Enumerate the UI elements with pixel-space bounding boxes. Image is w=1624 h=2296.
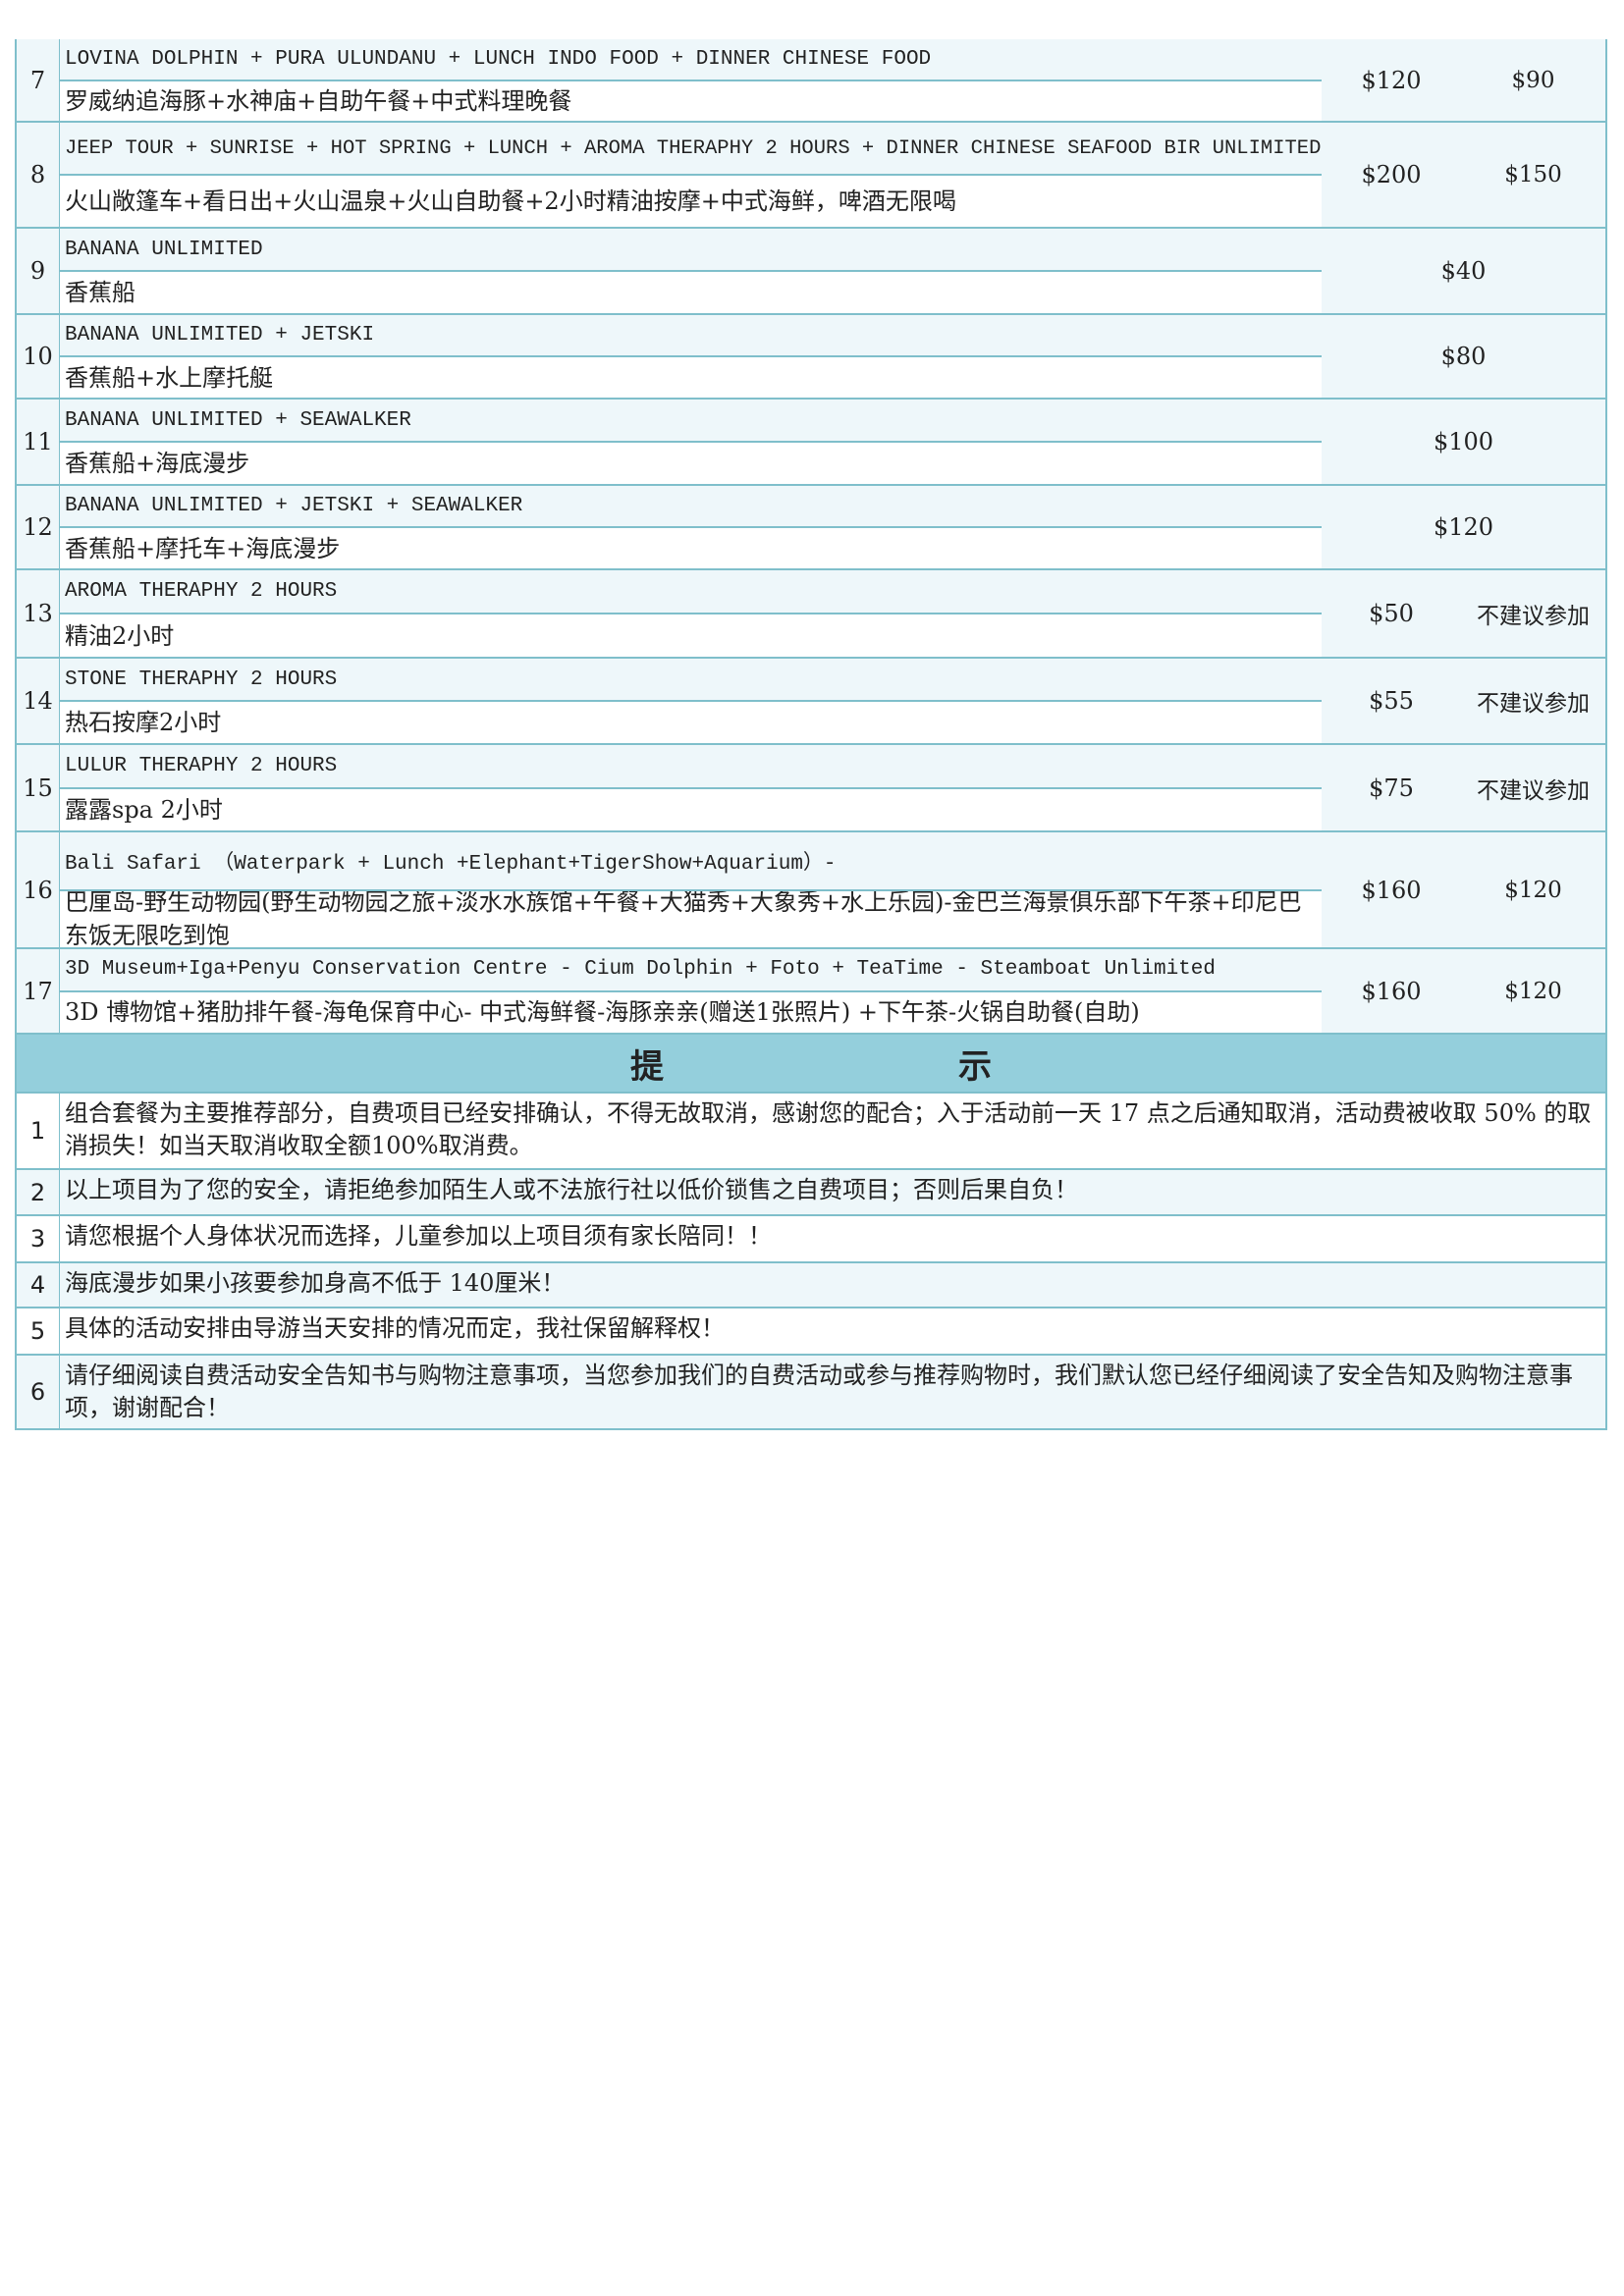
price: $120 bbox=[1433, 513, 1494, 541]
description: JEEP TOUR + SUNRISE + HOT SPRING + LUNCH… bbox=[60, 123, 1322, 227]
tip-number: 6 bbox=[17, 1356, 60, 1428]
activity-row: 11 BANANA UNLIMITED + SEAWALKER 香蕉船+海底漫步 $1… bbox=[17, 400, 1605, 486]
tip-text: 以上项目为了您的安全，请拒绝参加陌生人或不法旅行社以低价锁售之自费项目；否则后果… bbox=[65, 1176, 1078, 1203]
row-number: 15 bbox=[17, 745, 60, 830]
activity-row: 7 LOVINA DOLPHIN + PURA ULUNDANU + LUNCH … bbox=[17, 39, 1605, 123]
chinese-name: 香蕉船+水上摩托艇 bbox=[60, 355, 1322, 398]
tip-number: 4 bbox=[17, 1263, 60, 1307]
chinese-name: 香蕉船+摩托车+海底漫步 bbox=[60, 526, 1322, 568]
english-name: Bali Safari （Waterpark + Lunch +Elephant… bbox=[65, 852, 837, 876]
price-adult: $55 bbox=[1369, 687, 1414, 715]
english-name: BANANA UNLIMITED bbox=[65, 238, 263, 261]
price: $40 bbox=[1440, 257, 1487, 285]
price-adult: $200 bbox=[1361, 161, 1422, 188]
english-name: STONE THERAPHY 2 HOURS bbox=[65, 667, 338, 691]
row-number: 12 bbox=[17, 486, 60, 568]
activity-row: 15 LULUR THERAPHY 2 HOURS 露露spa 2小时 $75 不建议参… bbox=[17, 745, 1605, 832]
price-child: $120 bbox=[1504, 877, 1562, 903]
tip-number: 5 bbox=[17, 1308, 60, 1354]
tip-row: 6 请仔细阅读自费活动安全告知书与购物注意事项，当您参加我们的自费活动或参与推荐购… bbox=[17, 1356, 1605, 1430]
price-child: 不建议参加 bbox=[1477, 777, 1590, 804]
price-adult: $160 bbox=[1361, 876, 1422, 904]
tip-number: 1 bbox=[17, 1094, 60, 1168]
activity-row: 12 BANANA UNLIMITED + JETSKI + SEAWALKER 香… bbox=[17, 486, 1605, 570]
english-name: JEEP TOUR + SUNRISE + HOT SPRING + LUNCH… bbox=[65, 136, 1322, 160]
activity-table: 7 LOVINA DOLPHIN + PURA ULUNDANU + LUNCH … bbox=[15, 39, 1607, 1430]
tip-row: 3 请您根据个人身体状况而选择，儿童参加以上项目须有家长陪同！！ bbox=[17, 1216, 1605, 1263]
activity-row: 8 JEEP TOUR + SUNRISE + HOT SPRING + LUNC… bbox=[17, 123, 1605, 229]
row-number: 11 bbox=[17, 400, 60, 484]
chinese-name: 露露spa 2小时 bbox=[60, 786, 1322, 830]
price-child: $150 bbox=[1504, 162, 1562, 187]
tip-text: 组合套餐为主要推荐部分，自费项目已经安排确认，不得无故取消，感谢您的配合；入于活… bbox=[65, 1099, 1592, 1159]
tip-row: 4 海底漫步如果小孩要参加身高不低于 140厘米！ bbox=[17, 1263, 1605, 1308]
description: STONE THERAPHY 2 HOURS 热石按摩2小时 bbox=[60, 659, 1322, 743]
row-number: 13 bbox=[17, 570, 60, 657]
chinese-name: 巴厘岛-野生动物园(野生动物园之旅+淡水水族馆+午餐+大猫秀+大象秀+水上乐园)… bbox=[60, 888, 1322, 947]
activity-row: 14 STONE THERAPHY 2 HOURS 热石按摩2小时 $55 不建议参加 bbox=[17, 659, 1605, 745]
price-adult: $120 bbox=[1361, 66, 1422, 94]
row-number: 9 bbox=[17, 229, 60, 313]
chinese-name: 精油2小时 bbox=[60, 613, 1322, 657]
tip-row: 5 具体的活动安排由导游当天安排的情况而定，我社保留解释权！ bbox=[17, 1308, 1605, 1356]
description: BANANA UNLIMITED + JETSKI + SEAWALKER 香蕉船… bbox=[60, 486, 1322, 568]
chinese-name: 热石按摩2小时 bbox=[60, 700, 1322, 743]
tip-row: 1 组合套餐为主要推荐部分，自费项目已经安排确认，不得无故取消，感谢您的配合；入于… bbox=[17, 1094, 1605, 1170]
english-name: BANANA UNLIMITED + JETSKI bbox=[65, 324, 375, 347]
chinese-name: 香蕉船 bbox=[60, 270, 1322, 313]
row-number: 7 bbox=[17, 39, 60, 121]
description: LULUR THERAPHY 2 HOURS 露露spa 2小时 bbox=[60, 745, 1322, 830]
description: BANANA UNLIMITED 香蕉船 bbox=[60, 229, 1322, 313]
activity-row: 16 Bali Safari （Waterpark + Lunch +Elepha… bbox=[17, 832, 1605, 949]
tip-text: 请仔细阅读自费活动安全告知书与购物注意事项，当您参加我们的自费活动或参与推荐购物… bbox=[65, 1362, 1573, 1421]
description: BANANA UNLIMITED + JETSKI 香蕉船+水上摩托艇 bbox=[60, 315, 1322, 398]
description: AROMA THERAPHY 2 HOURS 精油2小时 bbox=[60, 570, 1322, 657]
english-name: AROMA THERAPHY 2 HOURS bbox=[65, 580, 338, 603]
price-adult: $160 bbox=[1361, 977, 1422, 1005]
activity-row: 17 3D Museum+Iga+Penyu Conservation Centr… bbox=[17, 949, 1605, 1035]
activity-row: 13 AROMA THERAPHY 2 HOURS 精油2小时 $50 不建议参加 bbox=[17, 570, 1605, 659]
tip-text: 请您根据个人身体状况而选择，儿童参加以上项目须有家长陪同！！ bbox=[65, 1222, 772, 1250]
price-child: 不建议参加 bbox=[1477, 604, 1590, 629]
english-name: BANANA UNLIMITED + JETSKI + SEAWALKER bbox=[65, 495, 523, 517]
price: $100 bbox=[1433, 428, 1494, 455]
english-name: 3D Museum+Iga+Penyu Conservation Centre … bbox=[65, 958, 1216, 982]
price-adult: $75 bbox=[1369, 774, 1414, 802]
chinese-name: 香蕉船+海底漫步 bbox=[60, 441, 1322, 484]
price: $80 bbox=[1440, 343, 1487, 370]
english-name: LULUR THERAPHY 2 HOURS bbox=[65, 754, 338, 777]
row-number: 16 bbox=[17, 832, 60, 947]
row-number: 10 bbox=[17, 315, 60, 398]
tip-number: 3 bbox=[17, 1216, 60, 1261]
activity-row: 9 BANANA UNLIMITED 香蕉船 $40 bbox=[17, 229, 1605, 315]
chinese-name: 罗威纳追海豚+水神庙+自助午餐+中式料理晚餐 bbox=[60, 79, 1322, 121]
description: Bali Safari （Waterpark + Lunch +Elephant… bbox=[60, 832, 1322, 947]
row-number: 14 bbox=[17, 659, 60, 743]
price-adult: $50 bbox=[1369, 600, 1414, 627]
tips-title: 提示 bbox=[17, 1035, 1605, 1094]
chinese-name: 3D 博物馆+猪肋排午餐-海龟保育中心- 中式海鲜餐-海豚亲亲(赠送1张照片) … bbox=[60, 989, 1322, 1033]
activity-row: 10 BANANA UNLIMITED + JETSKI 香蕉船+水上摩托艇 $80 bbox=[17, 315, 1605, 400]
price-child: $90 bbox=[1511, 67, 1555, 93]
description: 3D Museum+Iga+Penyu Conservation Centre … bbox=[60, 949, 1322, 1033]
tip-text: 具体的活动安排由导游当天安排的情况而定，我社保留解释权！ bbox=[65, 1314, 725, 1342]
tip-text: 海底漫步如果小孩要参加身高不低于 140厘米！ bbox=[65, 1269, 566, 1297]
description: LOVINA DOLPHIN + PURA ULUNDANU + LUNCH I… bbox=[60, 39, 1322, 121]
english-name: LOVINA DOLPHIN + PURA ULUNDANU + LUNCH I… bbox=[65, 47, 932, 71]
row-number: 8 bbox=[17, 123, 60, 227]
description: BANANA UNLIMITED + SEAWALKER 香蕉船+海底漫步 bbox=[60, 400, 1322, 484]
price-child: 不建议参加 bbox=[1477, 691, 1590, 717]
english-name: BANANA UNLIMITED + SEAWALKER bbox=[65, 408, 411, 432]
price-child: $120 bbox=[1504, 978, 1562, 1004]
row-number: 17 bbox=[17, 949, 60, 1033]
chinese-name: 火山敞篷车+看日出+火山温泉+火山自助餐+2小时精油按摩+中式海鲜，啤酒无限喝 bbox=[60, 174, 1322, 227]
tip-number: 2 bbox=[17, 1170, 60, 1214]
tip-row: 2 以上项目为了您的安全，请拒绝参加陌生人或不法旅行社以低价锁售之自费项目；否则后… bbox=[17, 1170, 1605, 1216]
